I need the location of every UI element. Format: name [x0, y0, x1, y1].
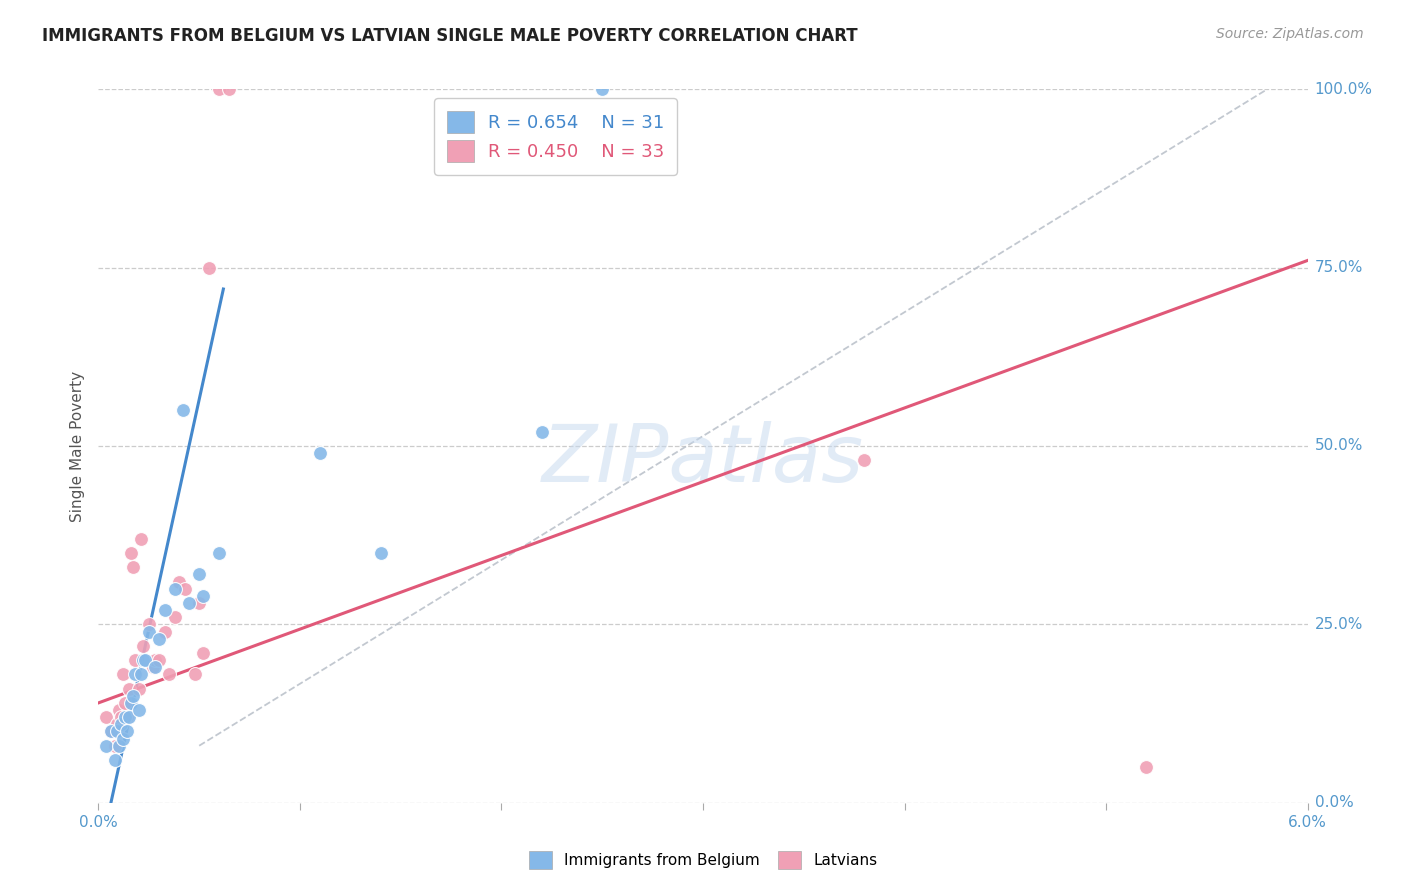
Point [96, 739, 118, 753]
Point [148, 653, 170, 667]
Point [138, 617, 160, 632]
Point [129, 667, 152, 681]
Point [167, 574, 190, 589]
Point [143, 653, 166, 667]
Point [208, 82, 231, 96]
Point [134, 653, 156, 667]
Point [121, 560, 143, 574]
Point [153, 624, 176, 639]
Point [118, 710, 141, 724]
Point [110, 717, 132, 731]
Point [114, 696, 136, 710]
Point [128, 681, 150, 696]
Point [96, 710, 118, 724]
Point [1135, 760, 1157, 774]
Point [107, 739, 129, 753]
Point [105, 717, 128, 731]
Point [103, 753, 125, 767]
Point [218, 82, 240, 96]
Point [132, 653, 155, 667]
Point [128, 703, 150, 717]
Point [111, 667, 134, 681]
Point [105, 724, 128, 739]
Point [121, 689, 143, 703]
Point [143, 660, 166, 674]
Point [153, 603, 176, 617]
Text: 0.0%: 0.0% [1315, 796, 1354, 810]
Text: 50.0%: 50.0% [1315, 439, 1362, 453]
Point [110, 710, 132, 724]
Point [103, 739, 125, 753]
Text: 75.0%: 75.0% [1315, 260, 1362, 275]
Text: ZIPatlas: ZIPatlas [541, 421, 865, 500]
Point [124, 667, 146, 681]
Point [193, 646, 215, 660]
Point [184, 667, 207, 681]
Text: Source: ZipAtlas.com: Source: ZipAtlas.com [1216, 27, 1364, 41]
Point [100, 724, 122, 739]
Point [114, 710, 136, 724]
Point [174, 582, 197, 596]
Legend: Immigrants from Belgium, Latvians: Immigrants from Belgium, Latvians [523, 845, 883, 875]
Text: IMMIGRANTS FROM BELGIUM VS LATVIAN SINGLE MALE POVERTY CORRELATION CHART: IMMIGRANTS FROM BELGIUM VS LATVIAN SINGL… [42, 27, 858, 45]
Point [179, 596, 201, 610]
Point [853, 453, 876, 467]
Point [172, 403, 194, 417]
Point [163, 610, 186, 624]
Point [118, 681, 141, 696]
Point [198, 260, 221, 275]
Point [115, 710, 138, 724]
Point [309, 446, 332, 460]
Point [124, 653, 146, 667]
Text: 25.0%: 25.0% [1315, 617, 1362, 632]
Point [148, 632, 170, 646]
Point [370, 546, 392, 560]
Point [100, 724, 122, 739]
Point [132, 639, 155, 653]
Point [591, 82, 613, 96]
Point [193, 589, 215, 603]
Point [107, 703, 129, 717]
Point [120, 696, 142, 710]
Point [142, 660, 165, 674]
Y-axis label: Single Male Poverty: Single Male Poverty [70, 370, 86, 522]
Point [530, 425, 553, 439]
Point [208, 546, 231, 560]
Point [115, 724, 138, 739]
Point [138, 624, 160, 639]
Point [188, 567, 211, 582]
Legend: R = 0.654    N = 31, R = 0.450    N = 33: R = 0.654 N = 31, R = 0.450 N = 33 [434, 98, 676, 175]
Point [188, 596, 211, 610]
Text: 100.0%: 100.0% [1315, 82, 1372, 96]
Point [157, 667, 180, 681]
Point [163, 582, 186, 596]
Point [120, 546, 142, 560]
Point [129, 532, 152, 546]
Point [111, 731, 134, 746]
